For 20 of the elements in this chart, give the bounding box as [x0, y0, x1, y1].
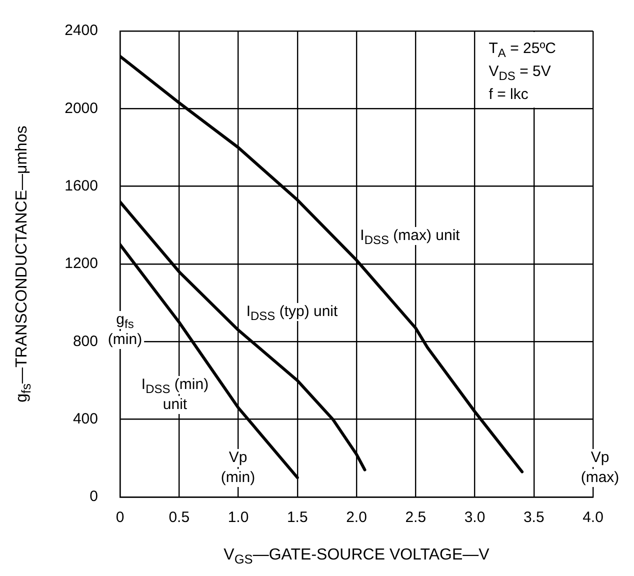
x-tick-label: 0.5 — [168, 509, 190, 526]
x-tick-label: 3.5 — [523, 509, 544, 526]
x-tick-label: 1.0 — [228, 509, 249, 526]
x-tick-label: 3.0 — [464, 509, 486, 526]
x-tick-label: 0 — [116, 509, 124, 526]
annotation: Vp (min) — [220, 449, 256, 486]
x-tick-label: 2.0 — [346, 509, 367, 526]
y-tick-label: 2000 — [64, 100, 98, 117]
x-tick-label: 2.5 — [405, 509, 426, 526]
y-tick-label: 800 — [72, 332, 98, 350]
y-axis-title: gfs—TRANSCONDUCTANCE—μmhos — [13, 126, 34, 402]
annotation: f = lkc — [488, 86, 529, 104]
y-tick-label: 0 — [90, 488, 98, 506]
annotation: Vp (max) — [580, 449, 620, 486]
y-tick-label: 2400 — [64, 22, 98, 40]
x-tick-label: 4.0 — [582, 509, 604, 526]
y-tick-label: 400 — [72, 410, 98, 428]
x-tick-label: 1.5 — [286, 509, 308, 526]
y-tick-label: 1200 — [64, 255, 98, 272]
y-tick-label: 1600 — [64, 177, 98, 194]
